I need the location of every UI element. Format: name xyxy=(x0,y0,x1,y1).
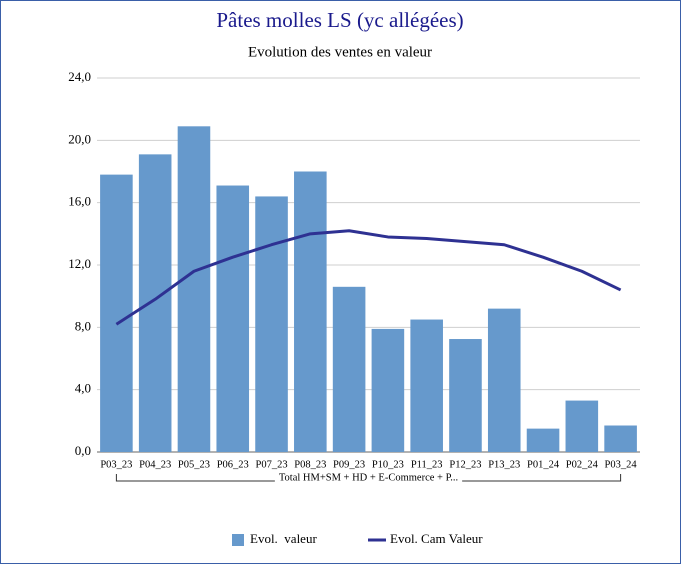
x-tick-label: P04_23 xyxy=(139,459,171,470)
bar xyxy=(410,319,443,452)
x-tick-label: P07_23 xyxy=(255,459,287,470)
bar xyxy=(216,185,250,452)
y-tick-label: 0,0 xyxy=(75,443,91,458)
y-tick-label: 24,0 xyxy=(68,69,91,84)
x-tick-label: P10_23 xyxy=(372,459,404,470)
x-tick-label: P03_24 xyxy=(605,459,638,470)
bar xyxy=(565,400,599,452)
y-tick-label: 4,0 xyxy=(75,381,91,396)
bar xyxy=(487,308,521,452)
bar xyxy=(371,328,405,452)
chart-subtitle: Evolution des ventes en valeur xyxy=(248,44,432,60)
x-tick-label: P05_23 xyxy=(178,459,210,470)
y-tick-label: 8,0 xyxy=(75,318,91,333)
x-tick-label: P11_23 xyxy=(411,459,443,470)
bar xyxy=(332,286,366,452)
group-label-bg xyxy=(274,472,463,484)
legend-label: Evol. Cam Valeur xyxy=(390,531,483,546)
legend-label: Evol. valeur xyxy=(250,531,317,546)
y-tick-label: 12,0 xyxy=(68,256,91,271)
x-tick-label: P09_23 xyxy=(333,459,365,470)
y-tick-label: 16,0 xyxy=(68,194,91,209)
x-tick-label: P01_24 xyxy=(527,459,560,470)
bar xyxy=(604,425,637,452)
x-tick-label: P06_23 xyxy=(217,459,249,470)
bar xyxy=(449,339,482,452)
x-tick-label: P13_23 xyxy=(488,459,520,470)
group-label: Total HM+SM + HD + E-Commerce + P... xyxy=(279,472,458,483)
line xyxy=(115,229,622,326)
chart-title: Pâtes molles LS (yc allégées) xyxy=(216,8,463,32)
x-tick-label: P03_23 xyxy=(100,459,132,470)
bar xyxy=(177,126,211,452)
bar xyxy=(138,154,172,452)
bar xyxy=(255,196,288,452)
bar xyxy=(526,428,560,452)
bar xyxy=(294,171,327,452)
x-tick-label: P02_24 xyxy=(566,459,599,470)
legend-swatch xyxy=(232,534,244,546)
x-tick-label: P12_23 xyxy=(449,459,481,470)
y-tick-label: 20,0 xyxy=(68,131,91,146)
x-tick-label: P08_23 xyxy=(294,459,326,470)
bar xyxy=(100,174,133,452)
